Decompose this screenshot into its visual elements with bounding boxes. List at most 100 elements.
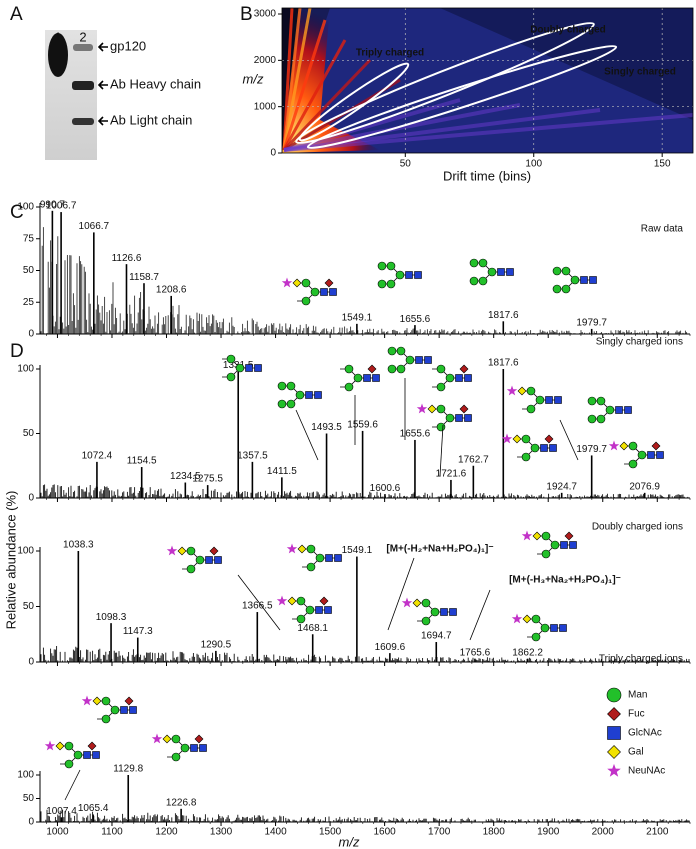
glycan-residue [296,614,306,624]
glycan-residue [329,288,337,296]
y-tick-label: 50 [23,428,35,439]
lane-label: 1 [54,29,61,44]
glycan-residue [511,613,523,624]
heatmap-streak [282,58,372,152]
glycan-residue [387,364,397,374]
glycan-residue [526,386,536,396]
glycan-residue [531,632,541,642]
glycan-residue [162,734,172,744]
glycan-residue [44,740,56,751]
glycan-residue [416,403,428,414]
glycan-residue [320,288,328,296]
x-tick-label: 1400 [264,827,287,838]
glycan-residue [245,364,253,372]
glycan-residue [559,624,567,632]
glycan-residue [587,396,597,406]
annotation: Doubly charged [530,25,606,36]
peak-label: 1275.5 [192,474,223,485]
glycan-residue [436,422,446,432]
glycan-residue [190,744,198,752]
glycan-residue [552,284,562,294]
glycan-residue [120,706,128,714]
glycan-residue [305,391,313,399]
x-tick-label: 1300 [210,827,233,838]
y-tick-label: 100 [17,202,34,213]
peak-label: 990.7 [40,199,65,210]
glycan-residue [628,459,638,469]
peak-label: 1007.4 [46,806,77,817]
annotation: Triply charged [356,48,424,59]
glycan-residue [324,606,332,614]
glycan-residue [587,414,597,424]
x-tick-label: 1500 [319,827,342,838]
glycan-residue [296,596,306,606]
glycan-residue [83,751,91,759]
legend-label: Fuc [628,709,645,720]
heatmap-streak [283,113,693,152]
glycan-residue [521,452,531,462]
panel-label: B [240,4,253,25]
glycan-residue [386,279,396,289]
glycan-residue [440,608,448,616]
y-tick-label: 100 [17,770,34,781]
x-tick-label: 1700 [428,827,451,838]
x-tick-label: 1900 [537,827,560,838]
glycan-residue [436,364,446,374]
peak-label: 1655.6 [400,429,431,440]
glycan-residue [277,381,287,391]
glycan-residue [469,276,479,286]
heatmap-haze [282,8,693,153]
glycan-residue [110,705,120,715]
peak-label: 1468.1 [297,623,328,634]
glycan-residue [151,733,163,744]
glycan-residue [235,363,245,373]
glycan-residue [541,549,551,559]
x-tick-label: 50 [400,159,412,170]
panel-title: Triply charged ions [599,654,683,665]
x-axis-title: Drift time (bins) [443,168,531,183]
peak-label: 1038.3 [63,540,94,551]
glycan-residue [401,597,413,608]
peak-label: 1655.6 [400,314,431,325]
gel-band [72,81,94,90]
glycan-residue [334,554,342,562]
glycan-residue [580,276,588,284]
peak-label: 1072.4 [82,451,113,462]
glycan-residue [545,396,553,404]
glycan-residue [540,444,548,452]
glycan-residue [353,373,363,383]
glycan-residue [395,270,405,280]
glycan-residue [608,440,620,451]
gel [45,30,108,160]
gel-band [48,33,68,77]
glycan-residue [497,268,505,276]
x-tick-label: 2000 [592,827,615,838]
spectrum-noise [40,809,690,822]
band-label: gp120 [110,38,146,53]
glycan-residue [637,450,647,460]
glycan-residue [421,616,431,626]
legend-marker [606,687,622,703]
glycan-residue [521,530,533,541]
glycan-residue [647,451,655,459]
glycan-residue [478,258,488,268]
legend-label: GlcNAc [628,728,662,739]
peak-label: 1549.1 [342,312,373,323]
y-tick-label: 0 [28,329,34,340]
glycan-residue [344,382,354,392]
glycan-residue [205,556,213,564]
x-axis-title: m/z [339,834,360,849]
glycan-residue [286,399,296,409]
glycan-residue [372,374,380,382]
leader-arrow [469,589,491,641]
legend-label: NeuNAc [628,766,665,777]
leader-arrow [237,574,281,631]
heatmap-streak [282,19,327,151]
glycan-residue [171,734,181,744]
legend-marker [607,726,621,740]
heatmap-streak [282,8,312,151]
gel-band [72,118,94,125]
glycan-residue [301,296,311,306]
glycan-residue [550,624,558,632]
y-tick-label: 50 [23,265,35,276]
